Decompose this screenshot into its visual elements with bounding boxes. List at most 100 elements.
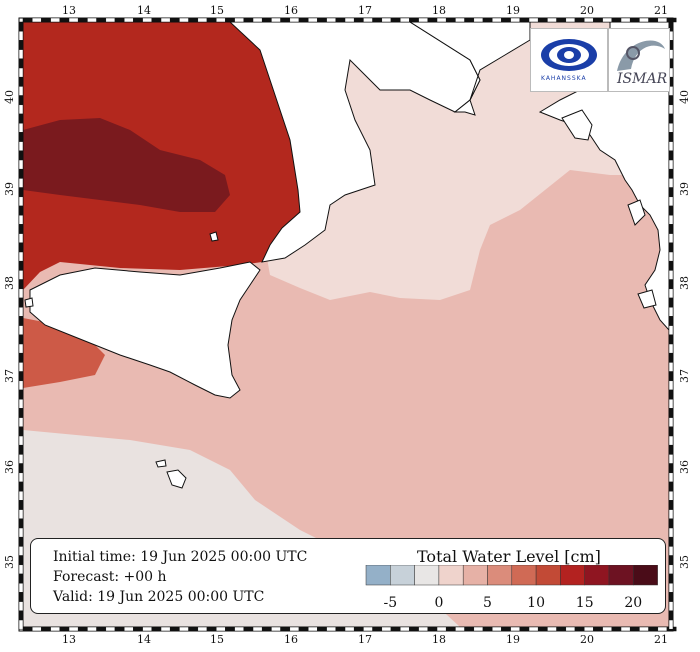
frame-tick	[668, 325, 674, 336]
frame-tick	[668, 141, 674, 152]
frame-tick	[668, 224, 674, 234]
frame-tick	[18, 601, 24, 612]
frame-tick	[668, 601, 674, 612]
frame-tick	[151, 17, 162, 23]
frame-ticks	[18, 17, 677, 632]
colorbar-swatch	[487, 565, 513, 586]
frame-tick	[317, 626, 327, 632]
frame-tick	[18, 509, 24, 520]
frame-tick	[114, 17, 125, 23]
frame-tick	[160, 626, 171, 632]
frame-tick	[252, 17, 263, 23]
frame-tick	[18, 49, 24, 60]
frame-tick	[179, 17, 189, 23]
frame-tick	[18, 352, 24, 363]
ismar-logo-text: ISMAR	[617, 71, 668, 87]
frame-tick	[179, 626, 189, 632]
frame-tick	[18, 334, 24, 345]
frame-tick	[18, 168, 24, 179]
frame-tick	[18, 536, 24, 547]
frame-tick	[418, 17, 429, 23]
lon-tick-label: 18	[432, 4, 446, 17]
frame-tick	[68, 17, 79, 23]
frame-tick	[668, 316, 674, 326]
kahansska-logo-text: KAHANSSKA	[541, 75, 587, 82]
frame-tick	[668, 536, 674, 547]
frame-tick	[18, 76, 24, 87]
malta-island	[166, 469, 187, 489]
frame-tick	[77, 626, 88, 632]
frame-tick	[142, 17, 153, 23]
frame-tick	[668, 444, 674, 455]
lon-tick-label: 14	[137, 4, 151, 17]
colorbar-swatch	[462, 565, 488, 586]
frame-tick	[307, 626, 318, 632]
lon-tick-label: 13	[62, 4, 76, 17]
frame-tick	[464, 17, 475, 23]
valid-time-text: Valid: 19 Jun 2025 00:00 UTC	[53, 589, 265, 605]
frame-tick	[225, 626, 235, 632]
frame-tick	[574, 17, 585, 23]
frame-tick	[197, 17, 208, 23]
frame-tick	[668, 490, 674, 501]
lat-tick-label: 39	[678, 182, 691, 196]
frame-tick	[372, 626, 383, 632]
frame-tick	[18, 242, 24, 253]
forecast-text: Forecast: +00 h	[53, 569, 167, 585]
frame-tick	[215, 17, 226, 23]
frame-tick	[528, 17, 539, 23]
frame-tick	[668, 527, 674, 538]
zakynthos-island	[637, 289, 657, 309]
frame-tick	[18, 95, 24, 106]
frame-tick	[206, 17, 217, 23]
frame-tick	[593, 626, 603, 632]
colorbar-swatch	[560, 565, 585, 586]
frame-tick	[668, 417, 674, 428]
frame-tick	[668, 132, 674, 142]
lon-tick-label: 17	[358, 633, 372, 646]
lat-tick-label: 39	[3, 182, 16, 196]
frame-tick	[326, 626, 337, 632]
frame-tick	[151, 626, 162, 632]
colorbar-swatch	[608, 565, 634, 586]
frame-tick	[344, 626, 355, 632]
frame-tick	[234, 17, 245, 23]
lat-tick-label: 35	[3, 555, 16, 569]
lat-tick-label: 37	[678, 369, 691, 383]
frame-tick	[87, 626, 97, 632]
frame-tick	[473, 626, 484, 632]
frame-tick	[18, 417, 24, 428]
lat-tick-label: 37	[3, 369, 16, 383]
frame-tick	[501, 626, 511, 632]
frame-tick	[18, 316, 24, 326]
frame-tick	[547, 17, 557, 23]
frame-tick	[18, 260, 24, 271]
frame-tick	[668, 122, 674, 133]
frame-tick	[427, 17, 438, 23]
frame-tick	[668, 334, 674, 345]
frame-tick	[18, 371, 24, 382]
lat-tick-label: 38	[678, 276, 691, 290]
frame-tick	[648, 17, 659, 23]
frame-tick	[206, 626, 217, 632]
eye-logo-icon	[541, 39, 597, 71]
frame-tick	[668, 564, 674, 575]
frame-tick	[18, 196, 24, 207]
frame-tick	[326, 17, 337, 23]
lon-tick-label: 14	[137, 633, 151, 646]
frame-tick	[169, 17, 180, 23]
lon-tick-label: 16	[284, 4, 298, 17]
frame-tick	[648, 626, 659, 632]
frame-tick	[18, 426, 24, 437]
frame-tick	[611, 17, 622, 23]
frame-tick	[657, 17, 668, 23]
frame-tick	[464, 626, 475, 632]
frame-tick	[482, 626, 493, 632]
colorbar-swatch	[365, 565, 391, 586]
frame-tick	[18, 150, 24, 161]
frame-tick	[18, 187, 24, 198]
frame-tick	[18, 500, 24, 510]
frame-tick	[668, 168, 674, 179]
frame-tick	[427, 626, 438, 632]
lon-tick-label: 15	[210, 633, 224, 646]
